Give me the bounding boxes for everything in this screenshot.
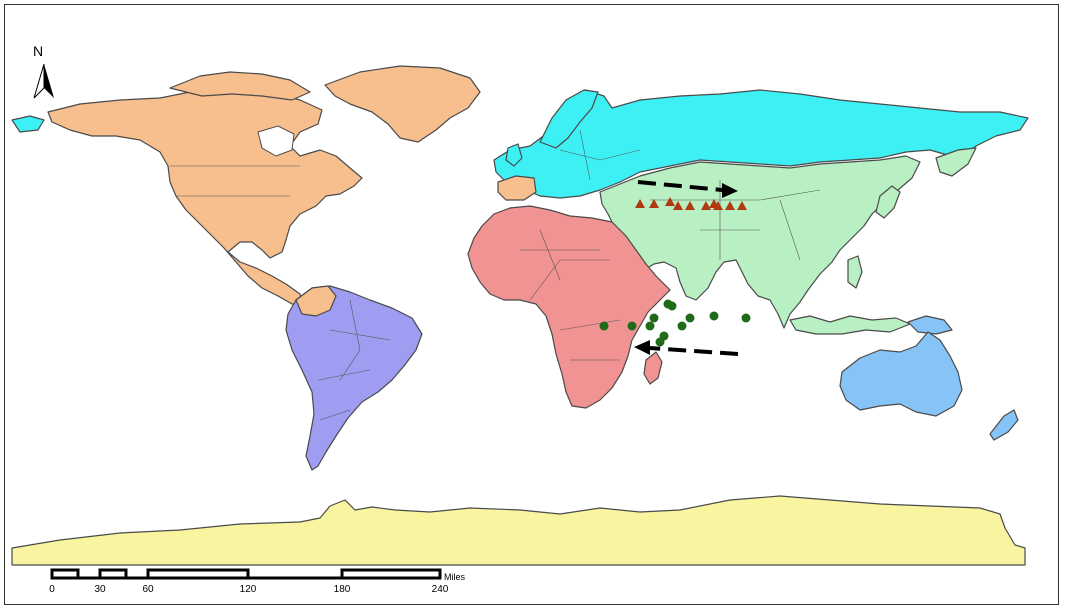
triangle-marker [635, 199, 645, 208]
africa-region [467, 205, 671, 409]
australia-region [839, 331, 963, 417]
colombia-region [295, 285, 337, 317]
japan-region [875, 185, 901, 219]
circle-marker [645, 321, 655, 331]
triangle-marker [701, 201, 711, 210]
circle-marker [677, 321, 687, 331]
iberia-region [497, 175, 537, 201]
europe-russia-region [493, 89, 1029, 199]
scale-tick-0: 0 [49, 584, 55, 595]
kamchatka-region [935, 147, 977, 177]
indonesia-region [789, 315, 911, 335]
triangle-marker [713, 201, 723, 210]
triangle-marker [649, 199, 659, 208]
greenland-region [324, 65, 481, 143]
circle-marker [655, 337, 665, 347]
country-borders [170, 129, 821, 421]
new-guinea-region [907, 315, 953, 335]
westward-arrow [634, 340, 739, 356]
scale-tick-60: 60 [142, 584, 154, 595]
philippines-region [847, 255, 863, 289]
eastward-arrow [637, 180, 738, 198]
triangle-marker [737, 201, 747, 210]
hudson-bay [257, 125, 295, 157]
scale-tick-240: 240 [432, 584, 449, 595]
antarctica-region [11, 495, 1026, 566]
triangle-markers [635, 197, 747, 210]
new-zealand-region [989, 409, 1019, 441]
circle-marker [709, 311, 719, 321]
scale-unit-label: Miles [444, 572, 466, 582]
triangle-marker [685, 201, 695, 210]
scale-tick-180: 180 [334, 584, 351, 595]
circle-markers [599, 299, 751, 347]
arctic-islands [169, 71, 311, 101]
triangle-marker [673, 201, 683, 210]
circle-marker [649, 313, 659, 323]
triangle-marker [665, 197, 675, 206]
circle-marker [741, 313, 751, 323]
triangle-marker [725, 201, 735, 210]
circle-marker [599, 321, 609, 331]
asia-region [599, 155, 921, 329]
circle-marker [663, 299, 673, 309]
south-america-region [285, 285, 423, 471]
scale-tick-120: 120 [240, 584, 257, 595]
madagascar-region [643, 351, 663, 385]
alaska-tip [11, 115, 45, 133]
uk-region [505, 143, 523, 167]
circle-marker [627, 321, 637, 331]
scandinavia-region [539, 89, 599, 149]
scale-tick-30: 30 [94, 584, 106, 595]
circle-marker [685, 313, 695, 323]
scale-bar: 0 30 60 120 180 240 Miles [49, 568, 466, 595]
north-label: N [33, 43, 43, 59]
north-arrow: N [33, 43, 54, 99]
